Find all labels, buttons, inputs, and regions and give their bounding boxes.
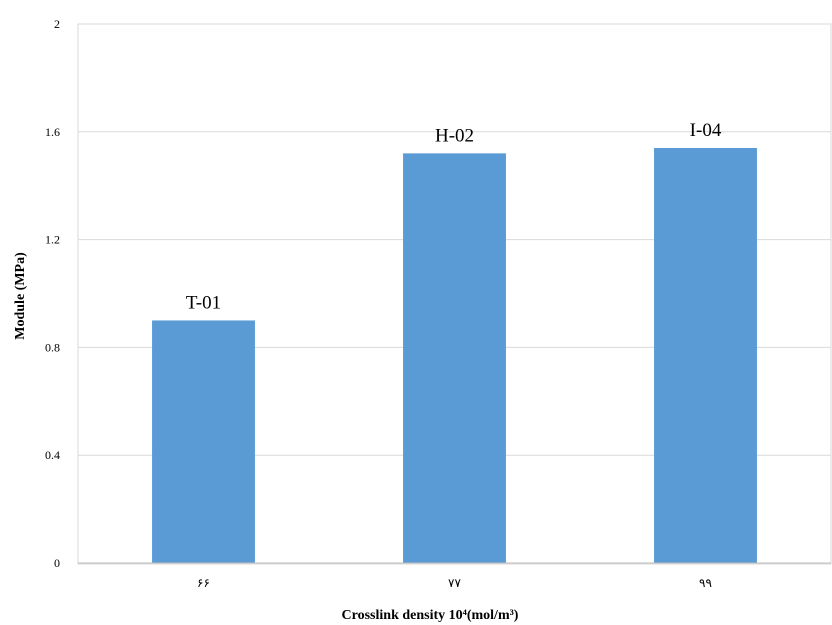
- y-tick-label: 0.4: [45, 448, 60, 462]
- bar: [654, 147, 757, 563]
- y-tick-labels: 0 0.4 0.8 1.2 1.6 2: [45, 17, 60, 570]
- y-tick-label: 1.6: [45, 125, 60, 139]
- bars: [152, 147, 757, 564]
- y-tick-label: 1.2: [45, 233, 60, 247]
- x-axis-title: Crosslink density 10⁴(mol/m³): [342, 608, 519, 623]
- y-tick-label: 2: [54, 17, 60, 31]
- y-tick-label: 0.8: [45, 340, 60, 354]
- x-tick-labels: ۶۶ ۷۷ ۹۹: [197, 576, 712, 590]
- y-axis-title: Module (MPa): [13, 252, 28, 340]
- bar: [152, 320, 255, 563]
- data-labels: T-01 H-02 I-04: [186, 120, 722, 313]
- x-tick-label: ۶۶: [197, 576, 210, 590]
- bar-data-label: H-02: [435, 125, 474, 146]
- y-tick-label: 0: [54, 556, 60, 570]
- bar: [403, 153, 506, 564]
- bar-data-label: T-01: [186, 292, 221, 313]
- x-tick-label: ۹۹: [699, 576, 712, 590]
- x-tick-label: ۷۷: [448, 576, 461, 590]
- bar-data-label: I-04: [690, 120, 722, 141]
